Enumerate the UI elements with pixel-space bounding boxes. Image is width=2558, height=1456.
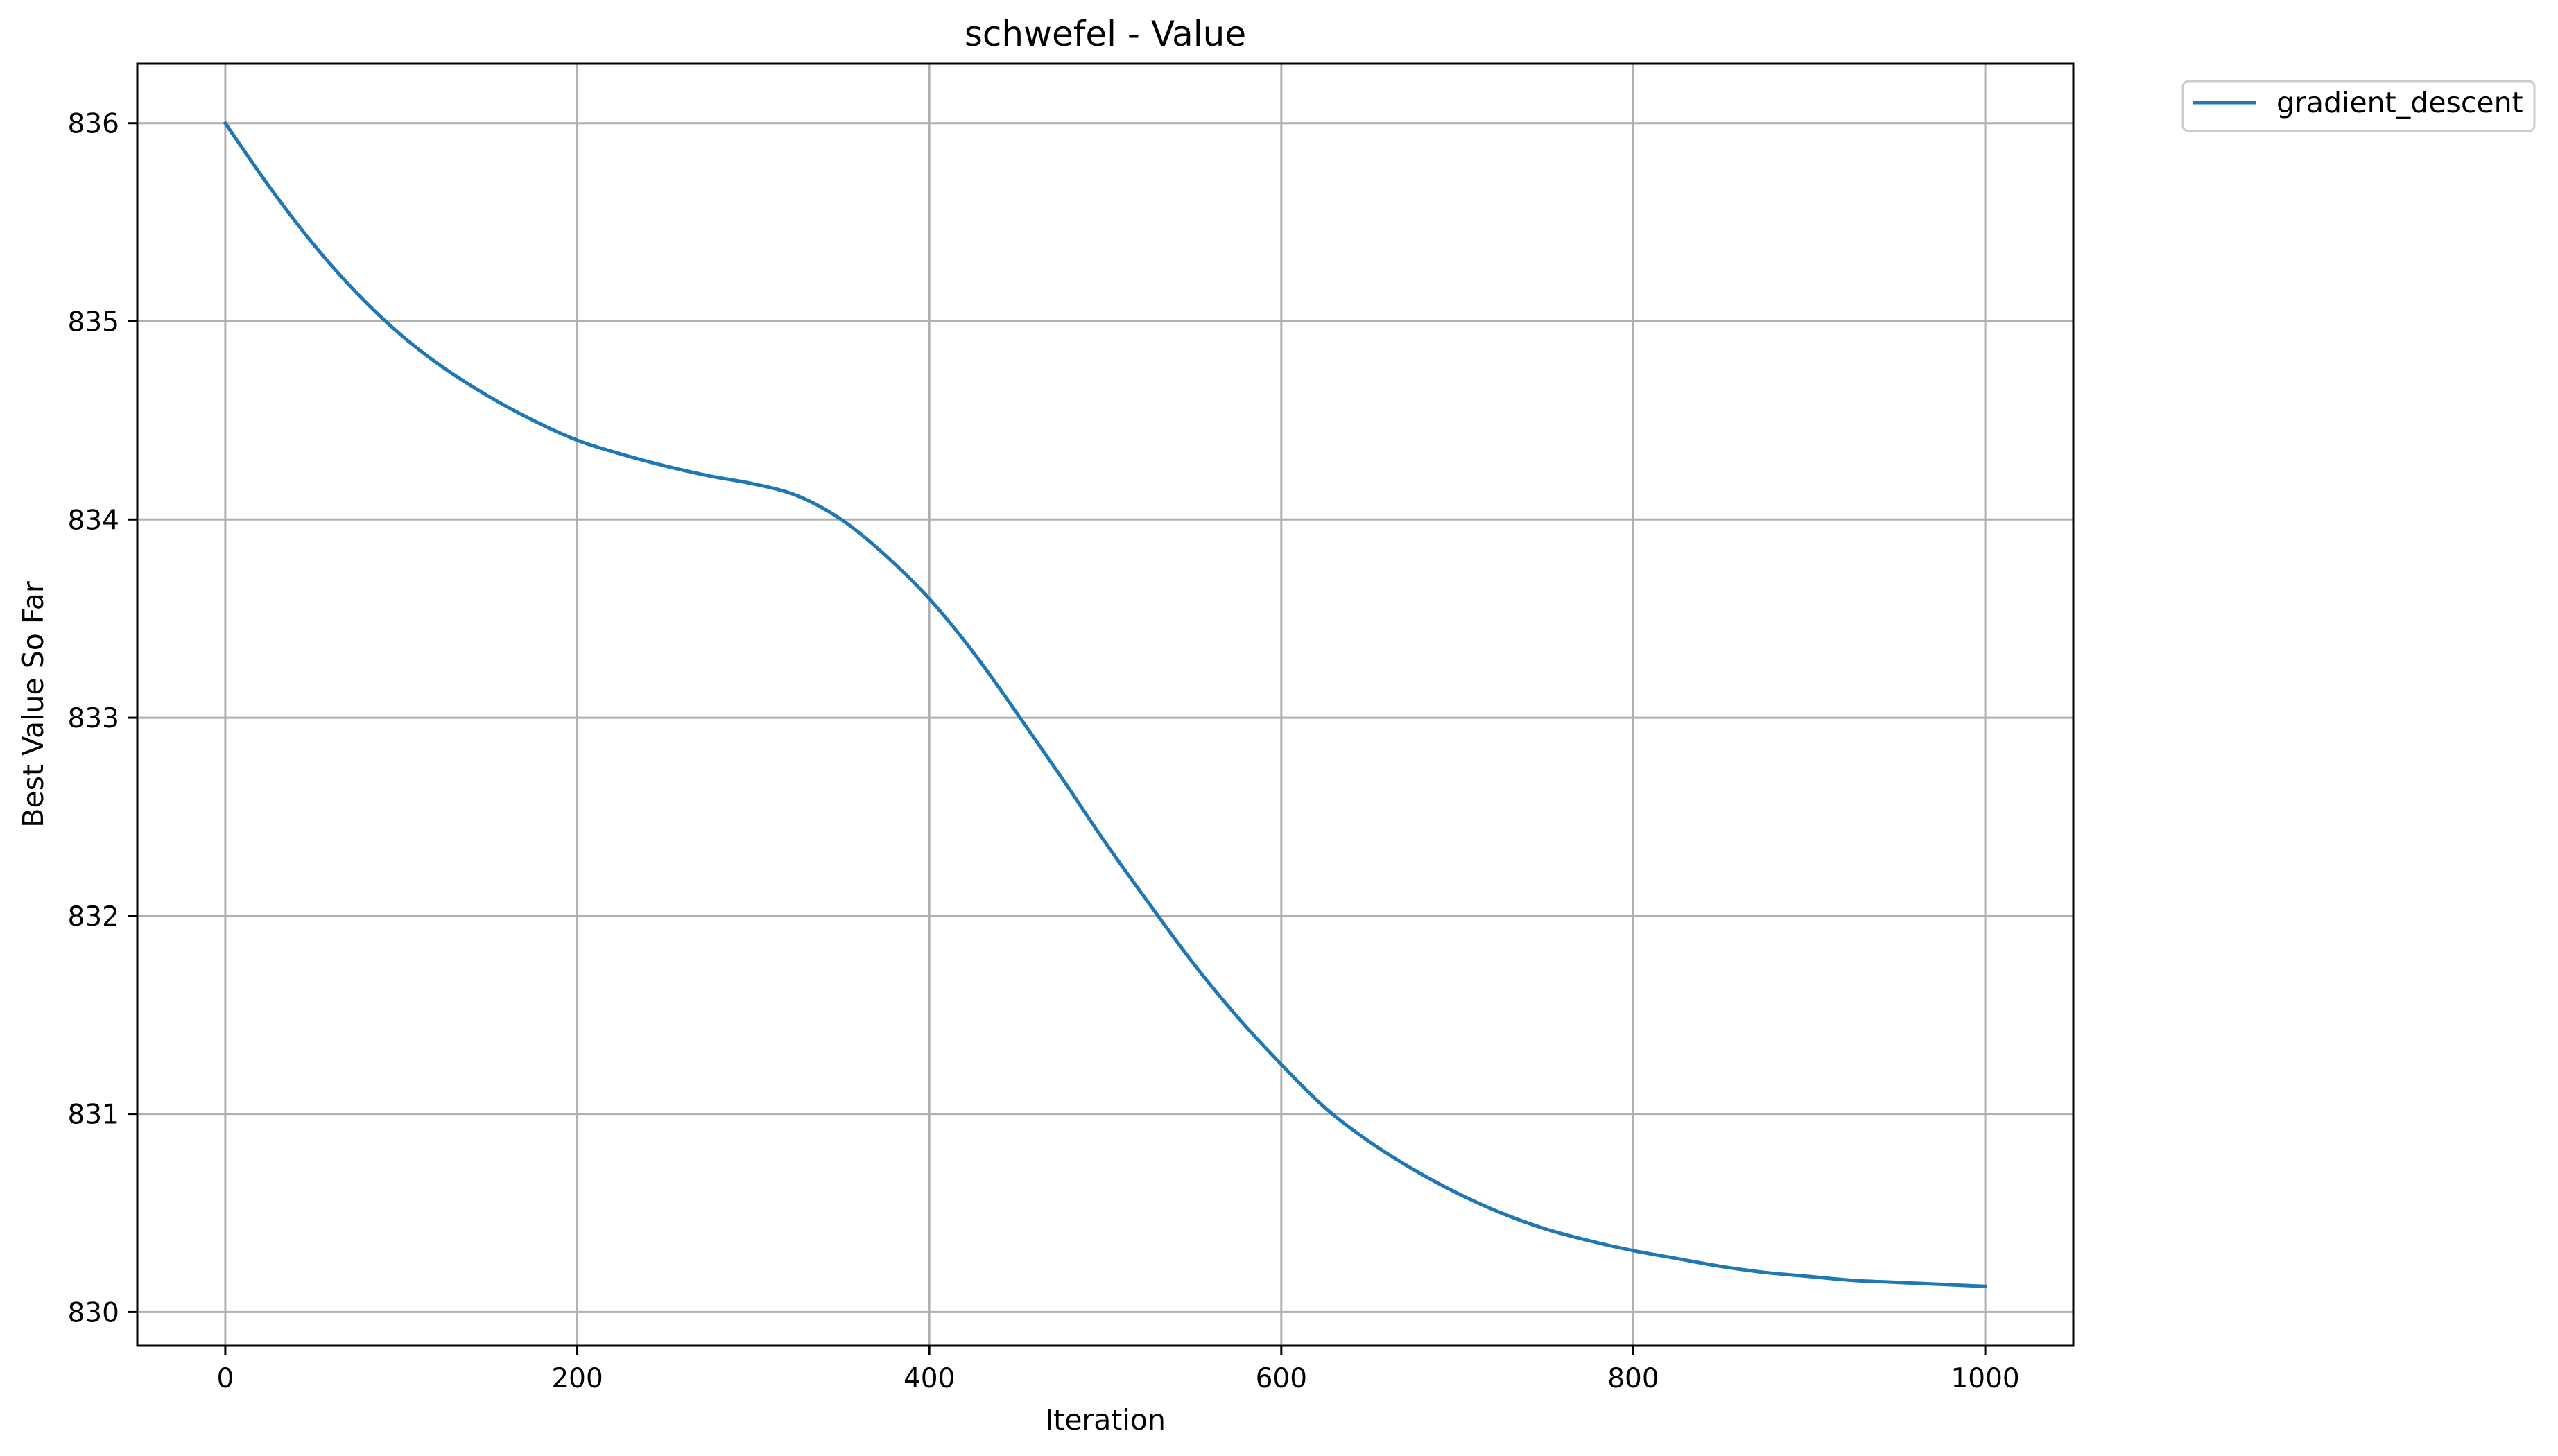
x-tick-label: 1000 xyxy=(1951,1363,2019,1394)
legend-entry-gradient-descent: gradient_descent xyxy=(2276,86,2523,119)
series-layer xyxy=(223,121,1987,1288)
y-axis-label: Best Value So Far xyxy=(17,581,50,828)
y-tick-label: 834 xyxy=(68,505,119,536)
x-tick-label: 0 xyxy=(216,1363,234,1394)
grid xyxy=(137,64,2073,1346)
x-axis-label: Iteration xyxy=(1045,1403,1166,1437)
y-tick-label: 835 xyxy=(68,307,119,338)
y-tick-label: 831 xyxy=(68,1100,119,1131)
legend: gradient_descent xyxy=(2181,80,2536,132)
y-tick-label: 836 xyxy=(68,109,119,140)
legend-frame xyxy=(2181,80,2536,132)
x-tick-label: 600 xyxy=(1256,1363,1307,1394)
plot-frame xyxy=(136,62,2075,1347)
x-tick-label: 200 xyxy=(551,1363,603,1394)
series-line-gradient-descent xyxy=(223,121,1987,1288)
x-tick-label: 800 xyxy=(1607,1363,1659,1394)
y-tick-label: 830 xyxy=(68,1297,119,1328)
chart-title: schwefel - Value xyxy=(965,14,1246,54)
y-tick-label: 832 xyxy=(68,901,119,933)
axis-ticks: 0 200 400 600 800 1000 830 831 832 833 834 835 836 xyxy=(68,109,2020,1394)
x-tick-label: 400 xyxy=(904,1363,955,1394)
y-tick-label: 833 xyxy=(68,703,119,734)
